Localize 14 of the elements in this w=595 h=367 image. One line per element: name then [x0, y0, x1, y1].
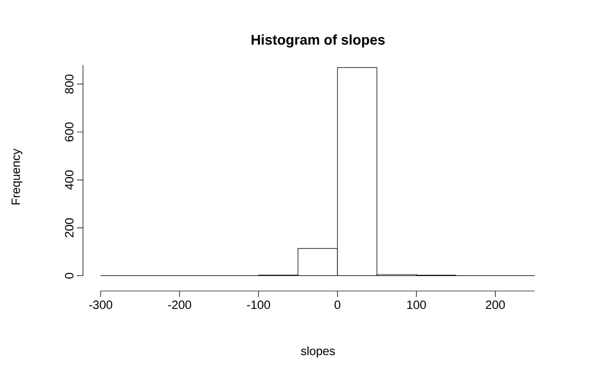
y-tick-label: 600 [64, 122, 74, 142]
chart-title: Histogram of slopes [252, 34, 385, 48]
y-tick-label: 800 [64, 74, 74, 94]
x-tick-label: 200 [486, 300, 505, 310]
y-tick-label: 400 [64, 170, 74, 190]
x-axis-title: slopes [300, 346, 335, 358]
x-tick-label: 0 [334, 300, 340, 310]
x-tick-label: -200 [168, 300, 192, 310]
y-tick-label: 0 [64, 272, 74, 279]
y-axis-title: Frequency [12, 148, 22, 204]
x-tick-label: -300 [89, 300, 112, 310]
x-tick-label: 100 [407, 300, 426, 310]
y-tick-label: 200 [64, 218, 74, 238]
x-tick-label: -100 [247, 300, 270, 310]
